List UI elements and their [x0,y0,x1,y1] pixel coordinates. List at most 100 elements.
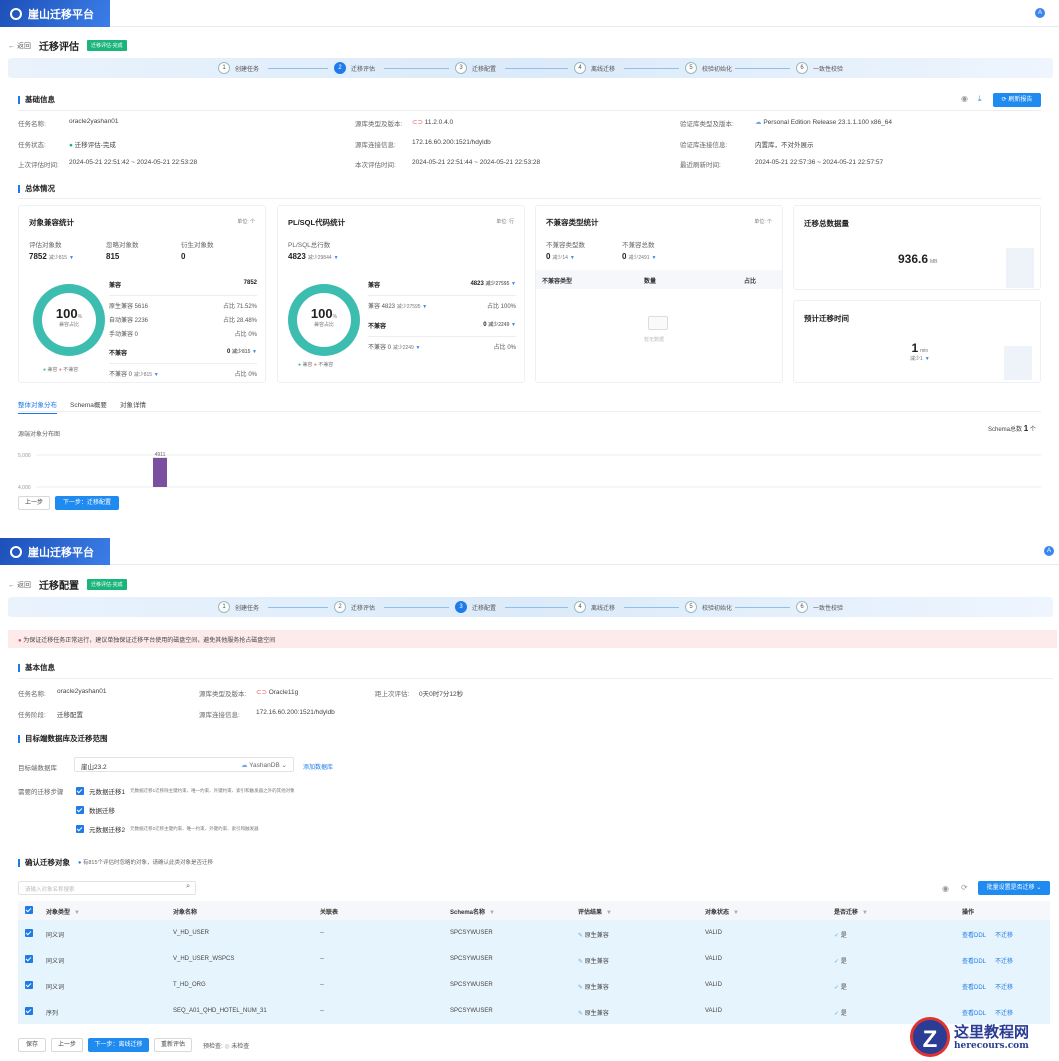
step-item[interactable]: 6 一致性校验 [796,62,843,74]
info-label: 验证库连接信息: [680,142,728,149]
step-item[interactable]: 6 一致性校验 [796,601,843,613]
filter-icon[interactable]: ▼ [74,910,80,916]
checkbox-checked-icon[interactable] [76,806,84,814]
info-value-text: 172.16.60.200:1521/hdyldb [256,709,335,716]
avatar[interactable]: A [1035,8,1045,18]
stat-label: 评估对象数 [29,242,62,249]
step-item[interactable]: 3 迁移配置 [455,601,496,613]
cell-migrate: ✓ 是 [834,930,847,939]
skip-migration-link[interactable]: 不迁移 [995,985,1014,991]
status-tag: 迁移评估-完成 [86,579,127,590]
info-value: ● 迁移评估-完成 [69,139,116,149]
next-step-button[interactable]: 下一步：迁移配置 [55,496,119,510]
app-logo[interactable]: 崖山迁移平台 [0,0,110,27]
table-row: 同义词 V_HD_USER -- SPCSYWUSER ✎ 原生兼容 VALID ✓ 是 查看… [18,920,1050,946]
save-button[interactable]: 保存 [18,1038,46,1052]
compat-total: 4823 [470,281,484,287]
step-item[interactable]: 1 创建任务 [218,601,259,613]
step-item[interactable]: 4 离线迁移 [574,601,615,613]
row-checkbox[interactable] [25,929,33,937]
reassess-button[interactable]: 重新评估 [154,1038,192,1052]
skip-migration-link[interactable]: 不迁移 [995,959,1014,965]
row-checkbox[interactable] [25,955,33,963]
back-link[interactable]: ← 返回 [8,42,31,50]
cell-text: T_HD_ORG [173,982,206,988]
step-item[interactable]: 2 迁移评估 [334,601,375,613]
step-item[interactable]: 1 创建任务 [218,62,259,74]
tab-overall-distribution[interactable]: 整体对象分布 [18,399,57,414]
step-item[interactable]: 5 校验初始化 [685,601,732,613]
step-label: 迁移配置 [472,605,497,612]
search-icon[interactable]: ⌕ [186,883,190,890]
view-ddl-link[interactable]: 查看DDL [962,959,987,965]
row-checkbox[interactable] [25,1007,33,1015]
cell-text: -- [320,982,324,988]
percent-label: 兼容占比 [58,322,79,328]
info-label: 任务名称: [18,121,46,128]
tab-schema-summary[interactable]: Schema概要 [70,402,107,409]
database-illustration-icon [1006,248,1034,288]
step-item[interactable]: 3 迁移配置 [455,62,496,74]
plsql-donut [288,284,360,356]
step-item[interactable]: 5 校验初始化 [685,62,732,74]
step-item[interactable]: 2 迁移评估 [334,62,375,74]
view-ddl-link[interactable]: 查看DDL [962,1011,987,1017]
back-link[interactable]: ← 返回 [8,581,31,589]
step-connector [735,607,790,608]
step-connector [505,607,568,608]
filter-icon[interactable]: ▼ [606,910,612,916]
info-value-text: 172.16.60.200:1521/hdyldb [412,139,491,146]
cell-name: T_HD_ORG [173,982,206,988]
compat-label: 兼容 [368,283,381,289]
compat-row: 自动兼容 2236 占比 28.48% [109,310,257,324]
migration-step-checkbox[interactable]: 数据迁移 [76,805,120,815]
info-value-text: oracle2yashan01 [69,118,119,125]
cell-name: V_HD_USER [173,930,209,936]
target-db-select[interactable]: 崖山23.2 ☁ YashanDB ⌄ [74,757,294,772]
checkbox-checked-icon[interactable] [76,787,84,795]
step-connector [384,607,449,608]
app-logo[interactable]: 崖山迁移平台 [0,538,110,565]
next-step-button[interactable]: 下一步：离线迁移 [88,1038,149,1052]
empty-text: 暂无数据 [644,337,665,343]
prev-step-button[interactable]: 上一步 [51,1038,83,1052]
bar[interactable] [153,457,167,487]
download-icon[interactable]: ⤓ [978,94,982,103]
prev-step-button[interactable]: 上一步 [18,496,50,510]
eye-icon[interactable]: ◉ [942,884,949,893]
filter-icon[interactable]: ▼ [733,910,739,916]
table-row: 同义词 T_HD_ORG -- SPCSYWUSER ✎ 原生兼容 VALID ✓ 是 查看D… [18,972,1050,998]
row-label: 不兼容 0 [368,345,392,351]
skip-migration-link[interactable]: 不迁移 [995,933,1014,939]
row-label: 兼容 4823 [368,304,396,310]
filter-icon[interactable]: ▼ [489,910,495,916]
view-ddl-link[interactable]: 查看DDL [962,933,987,939]
step-label: 校验初始化 [702,66,733,73]
skip-migration-link[interactable]: 不迁移 [995,1011,1014,1017]
refresh-report-button[interactable]: ⟳ 刷新报告 [993,93,1041,107]
eye-icon[interactable]: ◉ [961,94,968,103]
migration-step-checkbox[interactable]: 元数据迁移1 元数据迁移1迁移除主键约束、唯一约束、外键约束、索引和触发器之外的其… [76,786,295,796]
view-ddl-link[interactable]: 查看DDL [962,985,987,991]
cell-migrate: ✓ 是 [834,1008,847,1017]
add-database-link[interactable]: 添加数据库 [303,765,334,771]
refresh-icon[interactable]: ⟳ [961,883,968,892]
step-connector [384,68,449,69]
batch-set-migrate-button[interactable]: 批量设置是否迁移 ⌄ [978,881,1050,895]
step-item[interactable]: 4 离线迁移 [574,62,615,74]
migration-step-checkbox[interactable]: 元数据迁移2 元数据迁移2迁移主键约束、唯一约束、外键约束、索引和触发器 [76,824,259,834]
checkbox-checked-icon[interactable] [76,825,84,833]
tab-object-details[interactable]: 对象详情 [120,402,146,409]
step-label: 离线迁移 [591,66,616,73]
card-title: 迁移总数据量 [804,219,849,228]
object-search-input[interactable]: 请输入对象名称搜索 ⌕ [18,881,196,895]
schema-total-value: 1 [1023,424,1029,433]
info-value: oracle2yashan01 [69,118,119,125]
cell-type: 同义词 [46,956,64,965]
filter-icon[interactable]: ▼ [862,910,868,916]
step-option-label: 元数据迁移1 [89,789,126,796]
avatar[interactable]: A [1044,546,1054,556]
select-all-checkbox[interactable] [25,906,33,914]
info-label: 源库连接信息: [355,142,396,149]
row-checkbox[interactable] [25,981,33,989]
